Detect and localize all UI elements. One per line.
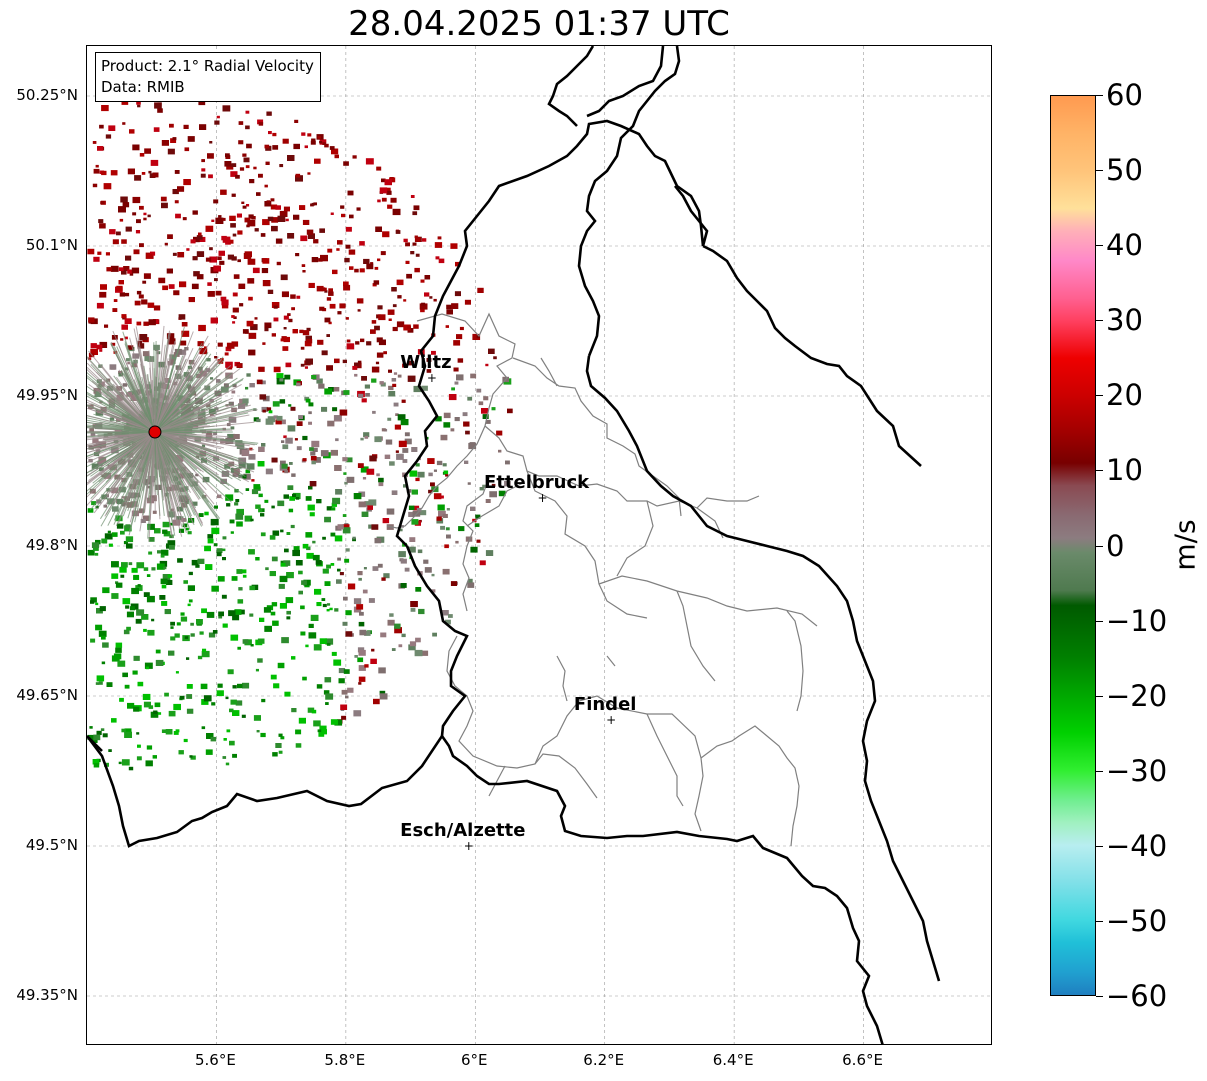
city-markers: +Wiltz+Ettelbruck+Findel+Esch/Alzette [400,352,636,853]
colorbar-tick-mark [1096,695,1103,697]
colorbar-tick-label: 20 [1106,378,1143,413]
y-tick-label: 49.5°N [25,836,78,854]
y-tick-label: 49.8°N [25,536,78,554]
x-tick-label: 6.2°E [583,1051,625,1069]
colorbar-tick-label: 30 [1106,303,1143,338]
colorbar [1050,95,1096,996]
x-tick-label: 6°E [461,1051,488,1069]
colorbar-tick-label: −10 [1106,603,1168,638]
x-tick-label: 5.8°E [324,1051,366,1069]
data-source-label: Data: RMIB [101,78,185,96]
colorbar-tick-label: −20 [1106,678,1168,713]
map-title: 28.04.2025 01:37 UTC [348,4,730,44]
country-borders [87,46,941,1044]
colorbar-tick-mark [1096,170,1103,172]
city-label: Esch/Alzette [400,820,525,841]
city-label: Wiltz [400,352,451,373]
y-tick-label: 50.1°N [25,236,78,254]
colorbar-tick-mark [1096,395,1103,397]
radar-map[interactable]: + Wiltz + Ettelbruck + Findel + Esch/Alzette [86,45,992,1045]
colorbar-tick-mark [1096,920,1103,922]
y-tick-label: 49.65°N [16,686,78,704]
y-tick-label: 50.25°N [16,86,78,104]
city-marker: + [606,713,616,727]
colorbar-tick-mark [1096,95,1103,96]
colorbar-tick-mark [1096,470,1103,472]
radar-site-marker [148,425,162,439]
map-canvas: +Wiltz+Ettelbruck+Findel+Esch/Alzette [87,46,991,1044]
colorbar-tick-label: 50 [1106,153,1143,188]
colorbar-tick-label: 60 [1106,78,1143,112]
x-tick-label: 6.6°E [842,1051,883,1069]
colorbar-tick-mark [1096,770,1103,772]
radar-echoes [87,94,513,771]
colorbar-tick-mark [1096,845,1103,847]
city-label: Findel [574,694,637,715]
colorbar-tick-label: −50 [1106,903,1168,938]
y-tick-label: 49.35°N [16,986,78,1004]
city-marker: + [464,839,474,853]
colorbar-tick-mark [1096,545,1103,547]
colorbar-tick-label: 0 [1106,528,1125,563]
colorbar-tick-label: 10 [1106,453,1143,488]
colorbar-tick-label: 40 [1106,228,1143,263]
colorbar-tick-mark [1096,245,1103,247]
colorbar-tick-mark [1096,996,1103,997]
product-info-box: Product: 2.1° Radial Velocity Data: RMIB [95,52,321,102]
city-label: Ettelbruck [484,472,590,493]
colorbar-tick-label: −30 [1106,753,1168,788]
colorbar-tick-mark [1096,620,1103,622]
graticule [87,46,991,1044]
colorbar-unit-label: m/s [1168,519,1202,571]
x-tick-label: 6.4°E [712,1051,754,1069]
colorbar-tick-mark [1096,320,1103,322]
city-marker: + [538,491,548,505]
x-tick-label: 5.6°E [195,1051,236,1069]
city-marker: + [427,371,437,385]
product-label: Product: 2.1° Radial Velocity [101,57,314,75]
colorbar-tick-label: −40 [1106,828,1168,863]
colorbar-tick-label: −60 [1106,979,1168,1013]
canton-borders [386,312,818,847]
y-tick-label: 49.95°N [16,386,78,404]
